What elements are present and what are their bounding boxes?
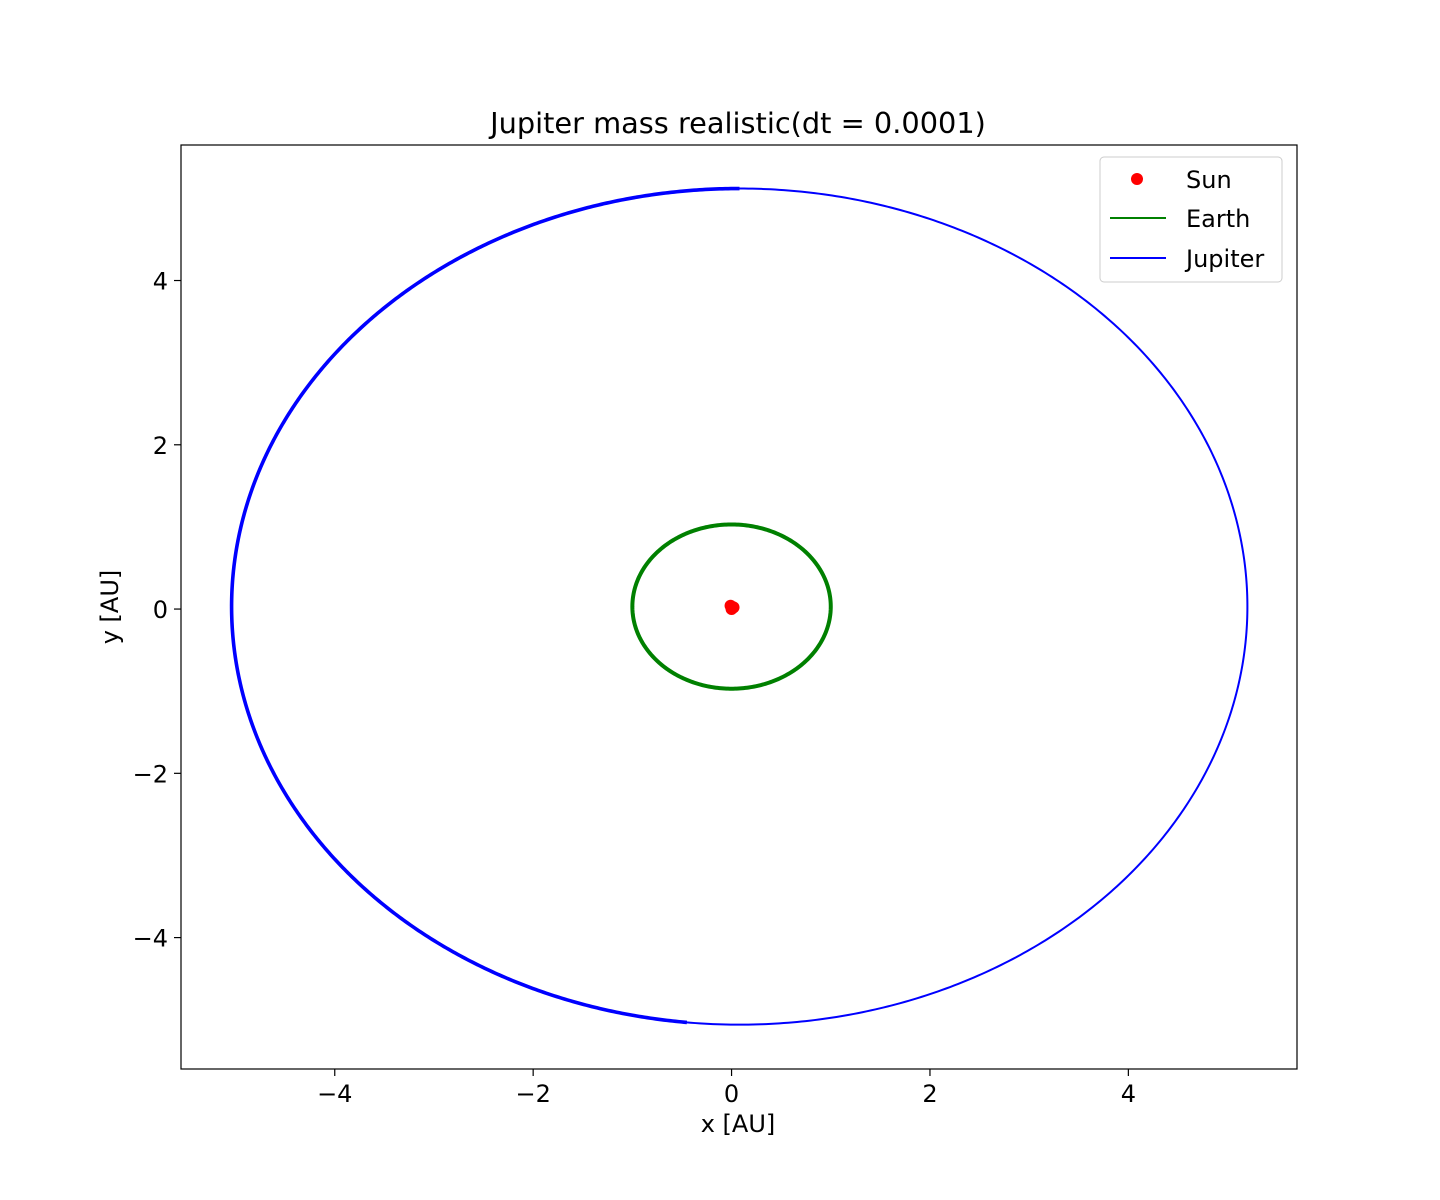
legend-sun-marker bbox=[1131, 173, 1143, 185]
y-axis-ticks: −4 −2 0 2 4 bbox=[133, 268, 181, 953]
legend-frame bbox=[1099, 156, 1283, 283]
legend-sun-label: Sun bbox=[1186, 166, 1232, 194]
x-tick-label: 4 bbox=[1121, 1080, 1136, 1108]
x-tick-label: −2 bbox=[515, 1080, 550, 1108]
legend-earth-label: Earth bbox=[1186, 205, 1250, 233]
legend-jupiter-label: Jupiter bbox=[1184, 245, 1264, 273]
y-tick-label: 0 bbox=[153, 596, 168, 624]
legend: Sun Earth Jupiter bbox=[1099, 156, 1283, 283]
x-tick-label: 0 bbox=[724, 1080, 739, 1108]
chart-title: Jupiter mass realistic(dt = 0.0001) bbox=[488, 106, 986, 140]
x-tick-label: 2 bbox=[922, 1080, 937, 1108]
series-layer bbox=[229, 186, 1249, 1026]
y-tick-label: −2 bbox=[133, 760, 168, 788]
y-axis-label: y [AU] bbox=[96, 570, 124, 645]
plot-frame bbox=[180, 144, 1298, 1070]
jupiter-orbit-overlap-line bbox=[229, 186, 740, 1025]
earth-orbit-line bbox=[630, 522, 833, 691]
x-axis-label: x [AU] bbox=[701, 1110, 776, 1138]
x-axis-ticks: −4 −2 0 2 4 bbox=[317, 1069, 1136, 1108]
y-tick-label: 2 bbox=[153, 432, 168, 460]
sun-marker bbox=[724, 599, 737, 612]
y-tick-label: −4 bbox=[133, 925, 168, 953]
y-tick-label: 4 bbox=[153, 268, 168, 296]
x-tick-label: −4 bbox=[317, 1080, 352, 1108]
